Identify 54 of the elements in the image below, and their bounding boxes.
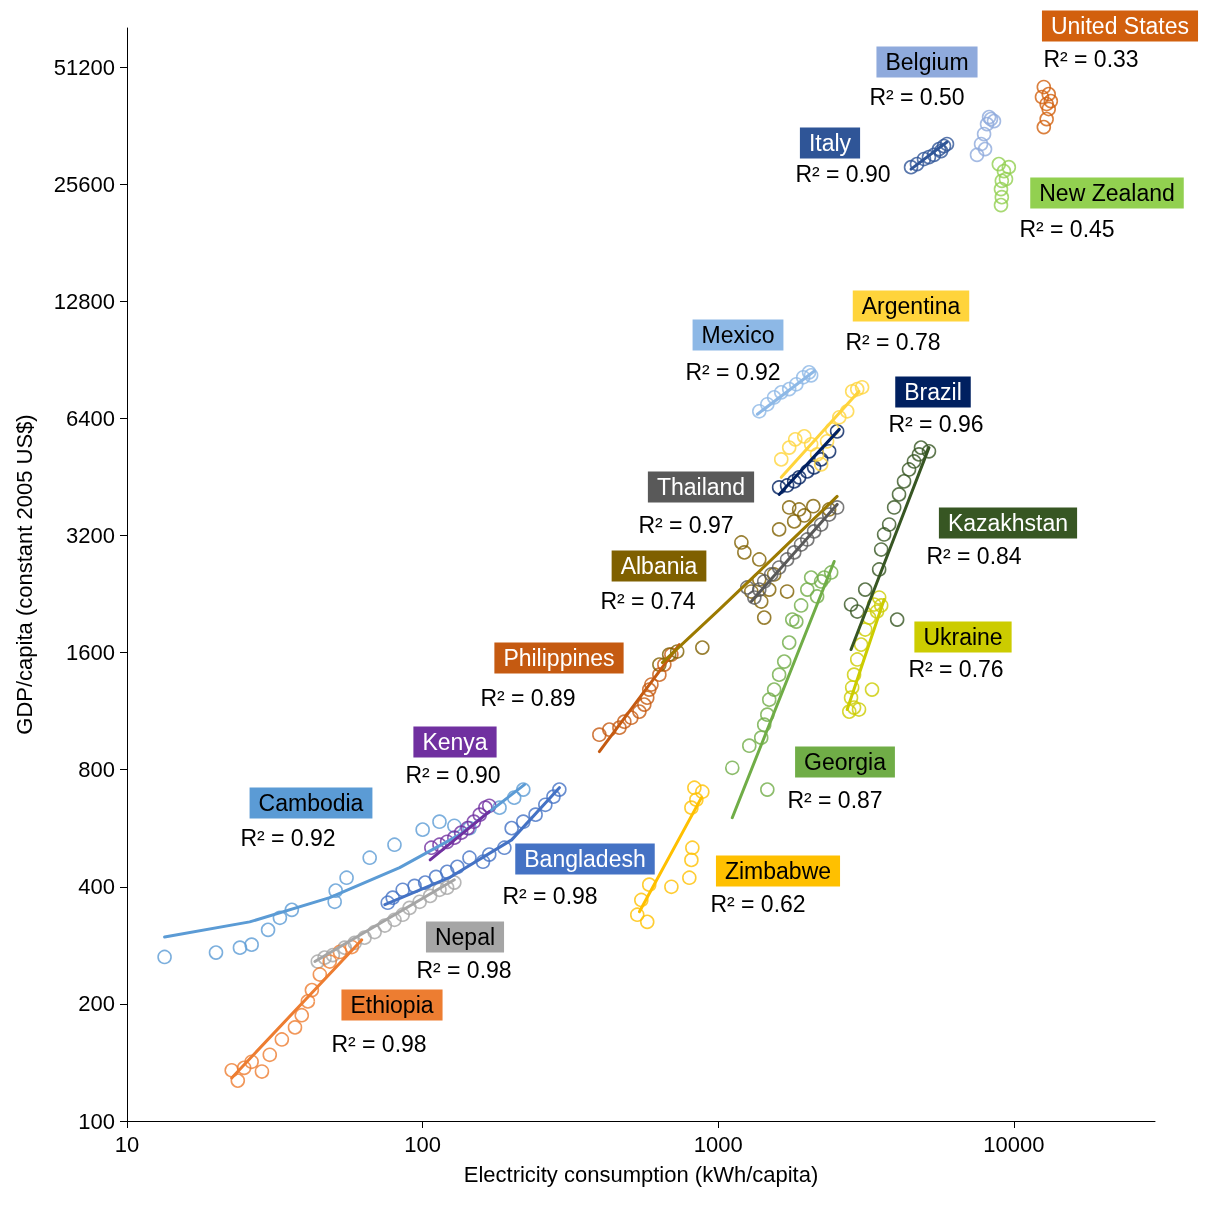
annotation: R² = 0.50 — [869, 84, 965, 110]
text: Argentina — [861, 293, 961, 319]
annotation: R² = 0.98 — [331, 1031, 427, 1057]
series-label: Belgium — [885, 49, 969, 75]
annotation: R² = 0.89 — [480, 685, 576, 711]
annotation: R² = 0.45 — [1019, 216, 1115, 242]
annotation: R² = 0.98 — [502, 883, 598, 909]
text: Italy — [808, 130, 852, 156]
annotation: R² = 0.87 — [787, 787, 883, 813]
x-tick-label: 1000 — [693, 1131, 743, 1157]
series-label: Zimbabwe — [724, 858, 832, 884]
y-tick-label: 1600 — [66, 640, 115, 666]
y-tick-label: 12800 — [53, 288, 115, 314]
x-tick-label: 10000 — [983, 1131, 1045, 1157]
annotation: R² = 0.74 — [600, 588, 696, 614]
series-label: Kenya — [422, 729, 488, 755]
annotation: R² = 0.90 — [405, 762, 501, 788]
series-label: Albania — [620, 553, 698, 579]
x-tick-label: 100 — [404, 1131, 442, 1157]
annotation: R² = 0.98 — [416, 957, 512, 983]
series-label: Cambodia — [258, 790, 364, 816]
x-tick-label: 10 — [114, 1131, 140, 1157]
series-label: Kazakhstan — [947, 510, 1069, 536]
series-label: Georgia — [804, 749, 887, 775]
series-label: Ethiopia — [350, 992, 434, 1018]
y-tick-label: 51200 — [53, 54, 115, 80]
text: Brazil — [904, 379, 962, 405]
annotation: R² = 0.92 — [685, 359, 781, 385]
annotation: R² = 0.90 — [795, 161, 891, 187]
series-label: Philippines — [503, 645, 615, 671]
annotation: R² = 0.96 — [888, 411, 984, 437]
series-label: United States — [1050, 13, 1190, 39]
y-tick-label: 400 — [78, 874, 115, 900]
x-axis-title: Electricity consumption (kWh/capita) — [463, 1161, 819, 1187]
y-tick-label: 3200 — [66, 522, 115, 548]
series-label: Ukraine — [923, 624, 1003, 650]
series-label: New Zealand — [1039, 180, 1175, 206]
annotation: R² = 0.62 — [710, 891, 806, 917]
series-label: Mexico — [701, 322, 775, 348]
series-label: Nepal — [434, 924, 496, 950]
annotation: R² = 0.97 — [638, 512, 734, 538]
annotation: R² = 0.84 — [926, 543, 1022, 569]
series-label: Bangladesh — [524, 846, 646, 872]
annotation: R² = 0.33 — [1043, 46, 1139, 72]
y-tick-label: 800 — [78, 757, 115, 783]
y-axis-title: GDP/capita (constant 2005 US$) — [11, 414, 37, 735]
annotation: R² = 0.76 — [908, 656, 1004, 682]
text: Thailand — [656, 474, 746, 500]
y-tick-label: 100 — [78, 1108, 115, 1134]
y-tick-label: 200 — [78, 991, 115, 1017]
annotation: R² = 0.92 — [240, 825, 336, 851]
y-tick-label: 6400 — [66, 405, 115, 431]
y-tick-label: 25600 — [53, 171, 115, 197]
annotation: R² = 0.78 — [845, 329, 941, 355]
